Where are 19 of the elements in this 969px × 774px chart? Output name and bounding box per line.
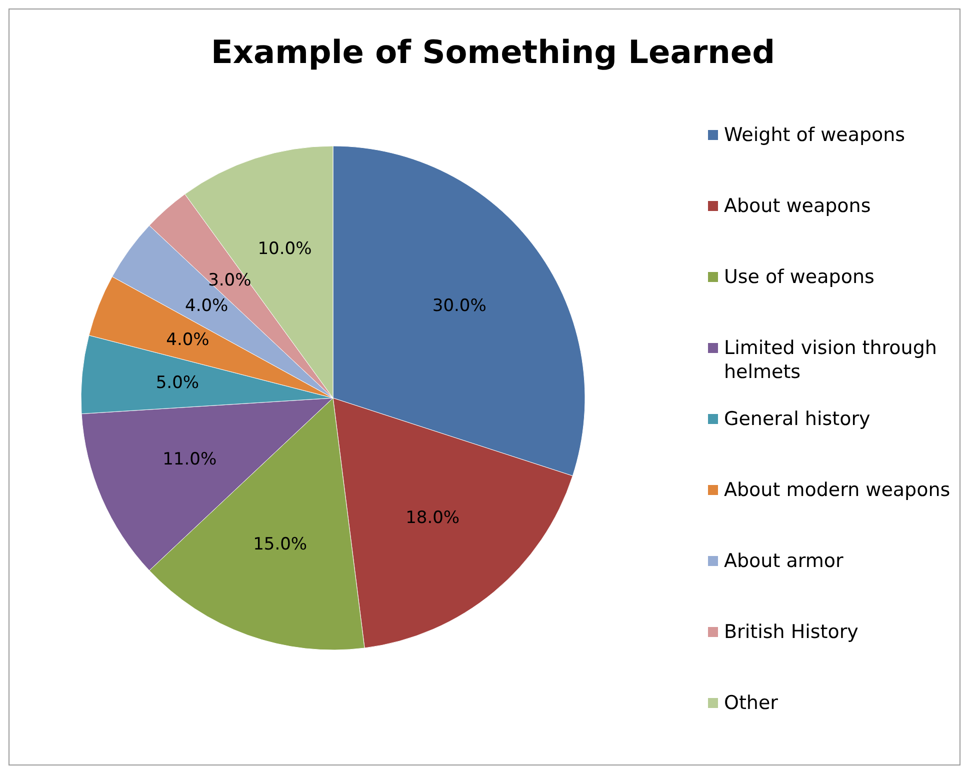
legend-label: Weight of weapons xyxy=(724,124,906,146)
data-label: 5.0% xyxy=(156,372,200,393)
legend-label: About modern weapons xyxy=(724,479,950,502)
data-label: 11.0% xyxy=(162,450,217,470)
data-label: 3.0% xyxy=(208,270,252,290)
legend-label: About weapons xyxy=(724,195,871,218)
data-label: 4.0% xyxy=(166,330,210,350)
data-label: 10.0% xyxy=(258,239,312,260)
legend-label: Other xyxy=(724,692,778,714)
legend-label: About armor xyxy=(724,550,844,572)
data-label: 4.0% xyxy=(185,296,228,316)
data-label: 18.0% xyxy=(406,508,460,528)
legend-label: Limited vision through helmets xyxy=(724,337,937,384)
data-label: 30.0% xyxy=(432,296,486,316)
legend-label: General history xyxy=(724,408,870,430)
data-label: 15.0% xyxy=(253,534,308,555)
legend-label: Use of weapons xyxy=(724,266,874,288)
legend-label: British History xyxy=(724,621,858,644)
chart-title: Example of Something Learned xyxy=(210,33,776,71)
